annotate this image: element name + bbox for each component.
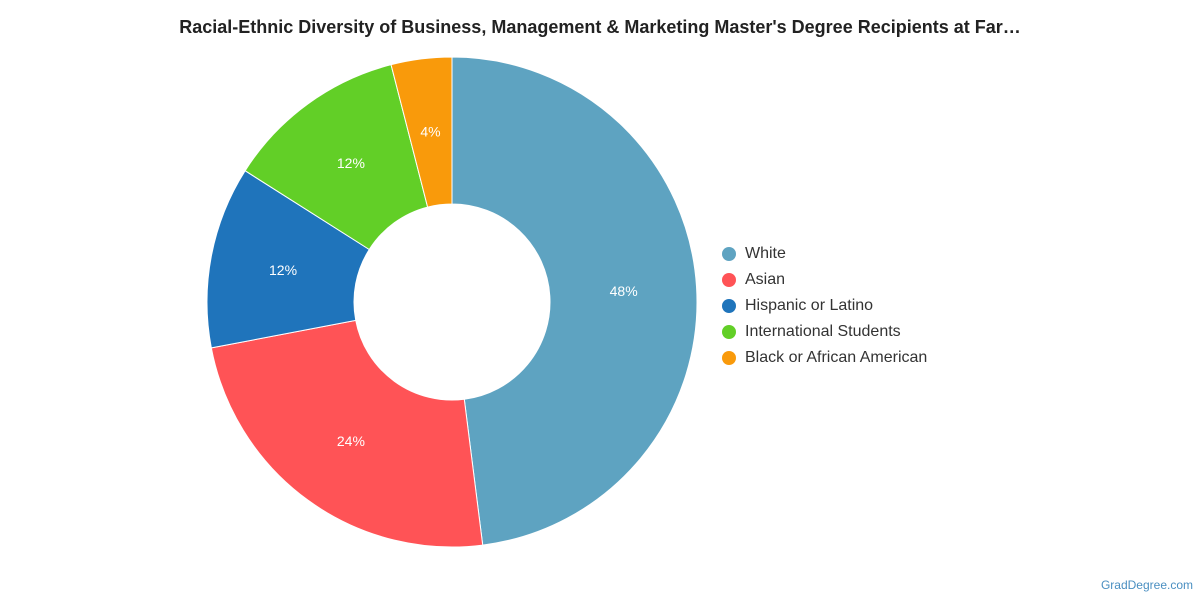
- legend-item-white[interactable]: White: [720, 241, 927, 267]
- chart-legend: White Asian Hispanic or Latino Internationa…: [720, 241, 927, 371]
- slice-value-label-black-or-african-american: 4%: [420, 123, 440, 139]
- legend-swatch-icon: [722, 247, 736, 261]
- slice-white[interactable]: [451, 56, 698, 546]
- slice-black-or-african-american[interactable]: [390, 56, 453, 208]
- slice-asian[interactable]: [210, 319, 484, 548]
- legend-label: International Students: [745, 323, 901, 340]
- legend-swatch-icon: [722, 273, 736, 287]
- legend-item-asian[interactable]: Asian: [720, 267, 927, 293]
- legend-item-hispanic-or-latino[interactable]: Hispanic or Latino: [720, 293, 927, 319]
- chart-title: Racial-Ethnic Diversity of Business, Man…: [179, 17, 1021, 37]
- legend-swatch-icon: [722, 351, 736, 365]
- legend-item-black-or-african-american[interactable]: Black or African American: [720, 345, 927, 371]
- watermark-link[interactable]: GradDegree.com: [1100, 578, 1193, 592]
- legend-swatch-icon: [722, 299, 736, 313]
- legend-label: Hispanic or Latino: [745, 297, 874, 314]
- slice-value-label-hispanic-or-latino: 12%: [269, 262, 297, 278]
- slice-value-label-asian: 24%: [337, 433, 365, 449]
- slice-value-label-white: 48%: [610, 283, 638, 299]
- legend-label: Asian: [745, 271, 786, 288]
- legend-label: Black or African American: [745, 349, 928, 366]
- legend-item-international-students[interactable]: International Students: [720, 319, 927, 345]
- slice-hispanic-or-latino[interactable]: [206, 170, 370, 349]
- legend-label: White: [745, 245, 786, 262]
- legend-swatch-icon: [722, 325, 736, 339]
- slice-international-students[interactable]: [244, 64, 429, 251]
- slice-value-label-international-students: 12%: [337, 155, 365, 171]
